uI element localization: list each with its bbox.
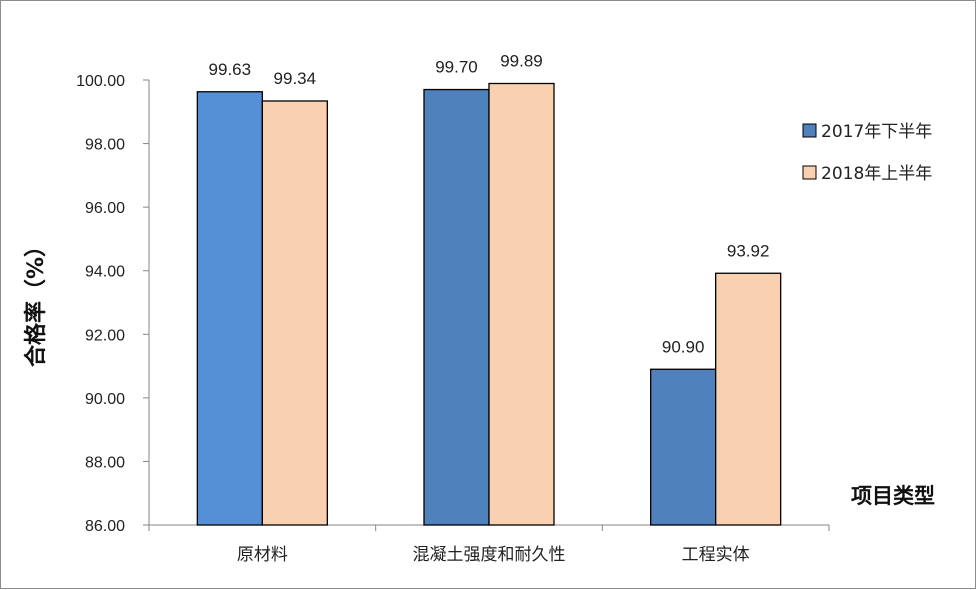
y-tick-label: 98.00: [85, 137, 125, 154]
y-axis-title: 合格率（%）: [23, 235, 49, 367]
bar: [196, 91, 263, 526]
legend-label: 2017年下半年: [821, 122, 932, 142]
data-label: 99.89: [500, 51, 543, 70]
y-tick-label: 88.00: [85, 454, 125, 471]
x-tick-label: 工程实体: [682, 545, 750, 565]
bar: [650, 368, 717, 526]
legend-swatch: [802, 165, 817, 180]
y-tick-label: 96.00: [85, 200, 125, 217]
legend-label: 2018年上半年: [821, 164, 932, 184]
y-tick-label: 100.00: [76, 73, 125, 90]
x-tick-label: 混凝土强度和耐久性: [413, 545, 566, 565]
legend: 2017年下半年 2018年上半年: [802, 122, 932, 184]
bar: [715, 272, 782, 526]
data-label: 93.92: [727, 241, 770, 260]
y-tick-label: 92.00: [85, 327, 125, 344]
y-tick-label: 90.00: [85, 391, 125, 408]
bar: [488, 82, 555, 526]
data-label: 90.90: [662, 337, 705, 356]
y-tick-label: 94.00: [85, 264, 125, 281]
bar: [423, 88, 490, 526]
data-label: 99.63: [209, 60, 252, 79]
data-label: 99.70: [435, 58, 478, 77]
axes: 86.00 88.00 90.00 92.00 94.00 96.00 98.00 100.0…: [76, 73, 830, 565]
bars: [196, 82, 782, 526]
bar: [261, 100, 328, 526]
legend-swatch: [802, 123, 817, 138]
data-labels: 99.63 99.34 99.70 99.89 90.90 93.92: [209, 51, 770, 356]
data-label: 99.34: [274, 69, 317, 88]
x-tick-label: 原材料: [237, 545, 288, 565]
x-axis-title: 项目类型: [851, 484, 935, 508]
y-tick-label: 86.00: [85, 518, 125, 535]
